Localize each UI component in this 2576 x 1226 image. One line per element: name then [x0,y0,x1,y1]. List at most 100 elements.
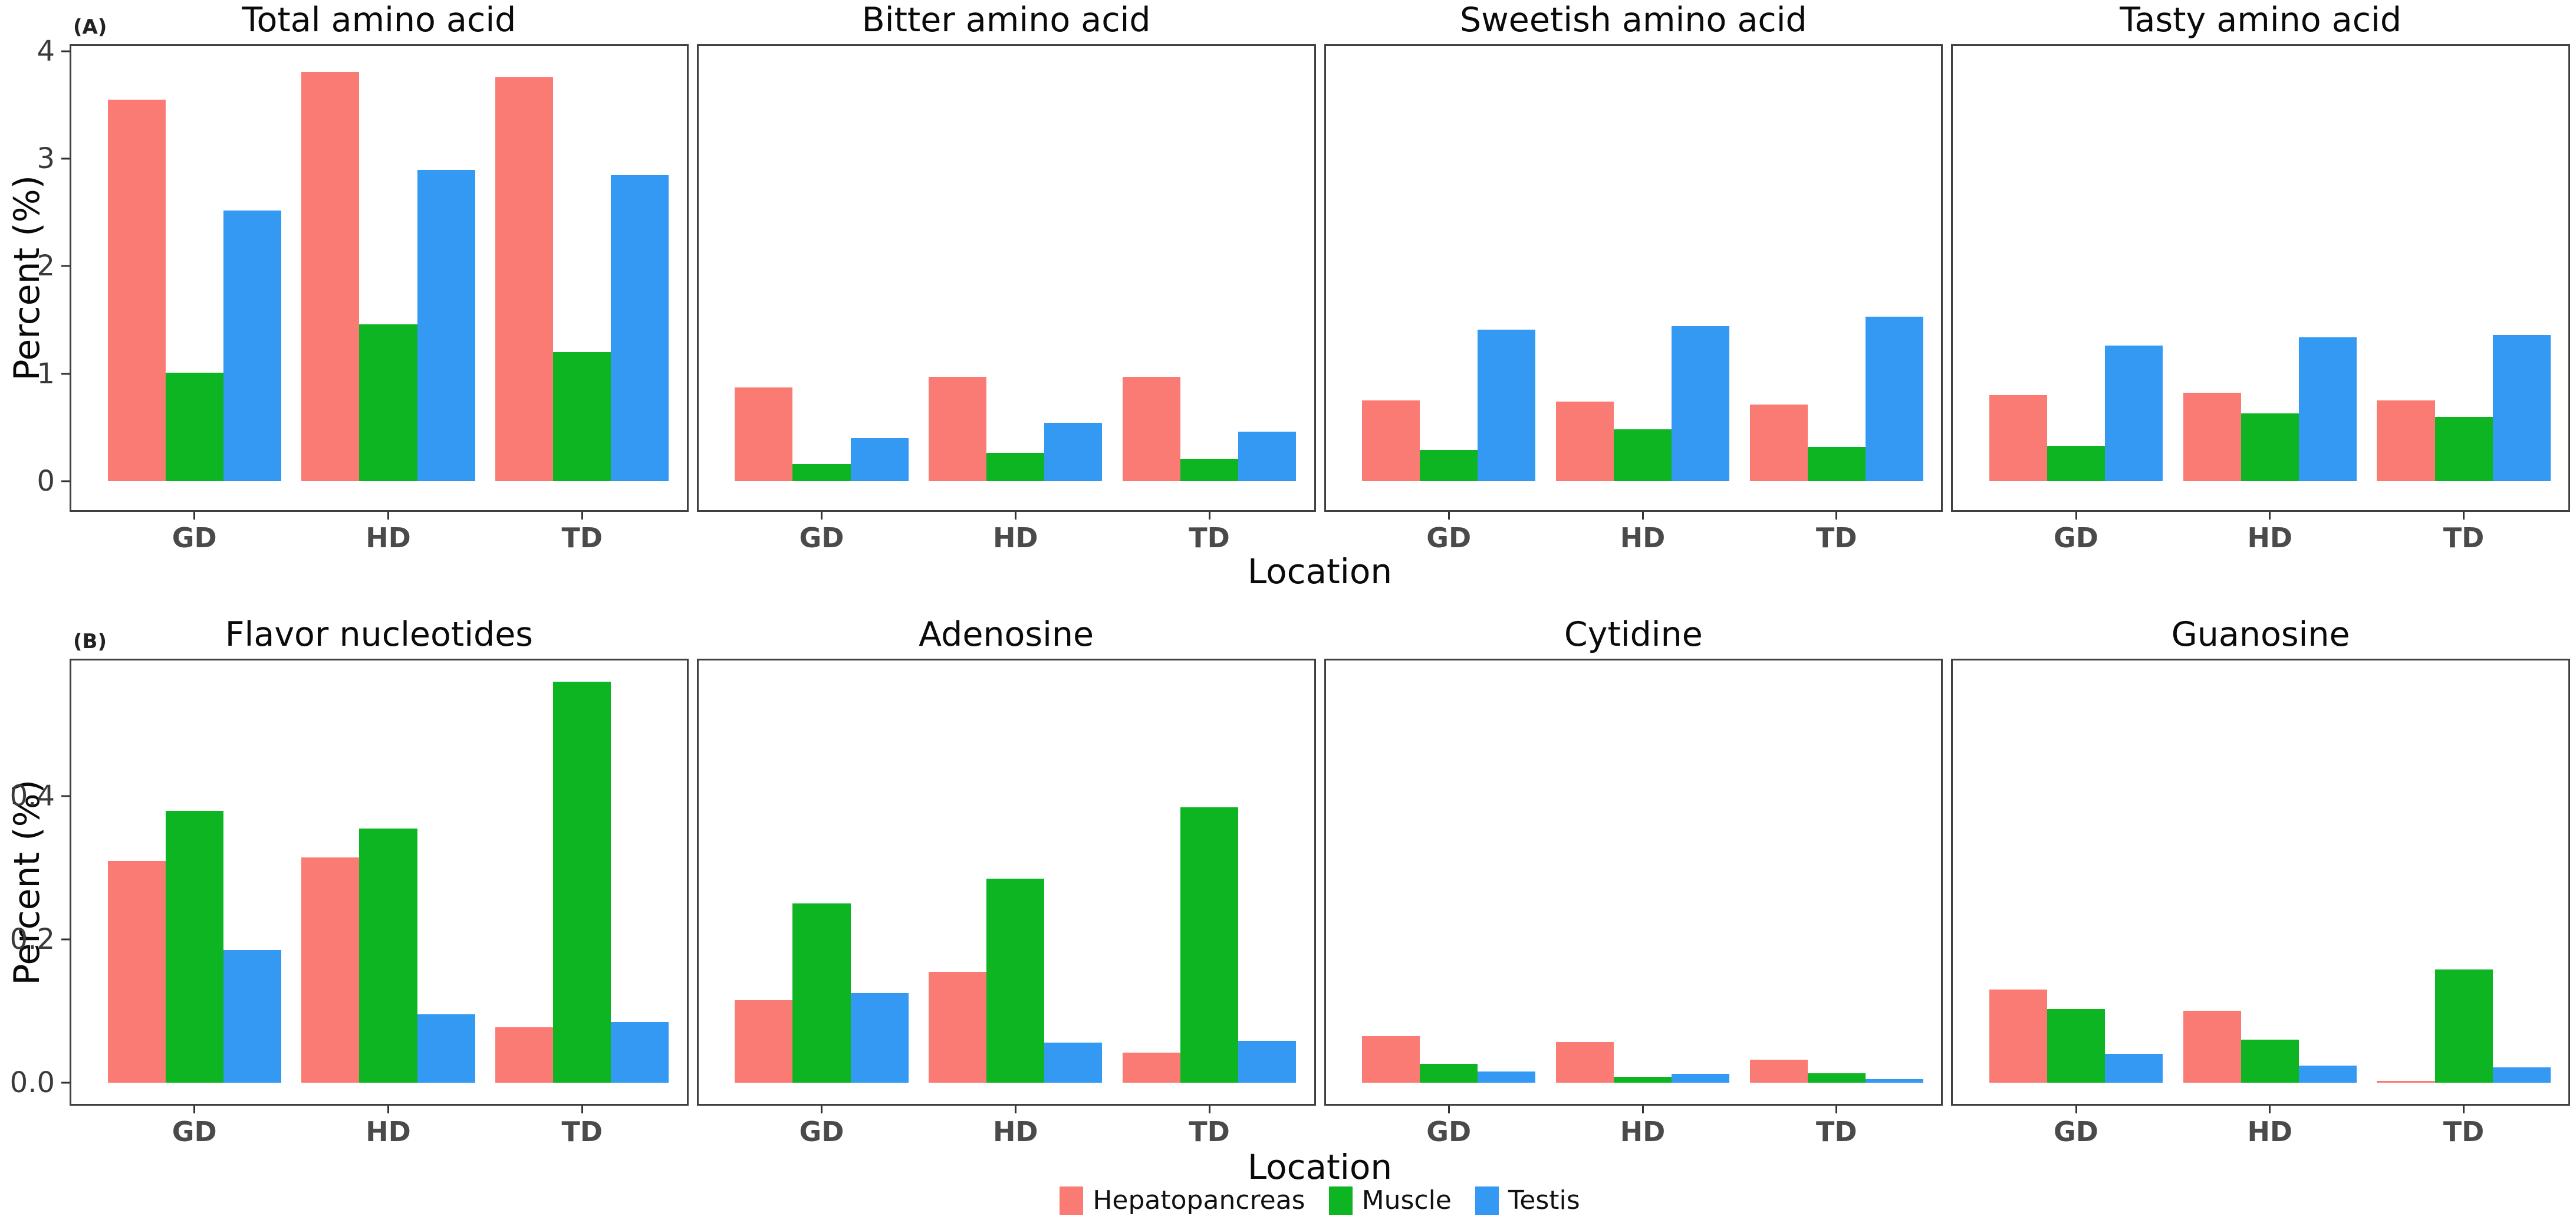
bar-hepatopancreas-hd [301,71,360,481]
bar-muscle-gd [2047,1008,2105,1083]
x-tick-label: GD [172,522,217,554]
y-tick-label: 0.4 [9,780,55,813]
bar-hepatopancreas-hd [1555,1041,1614,1083]
x-tick [581,1106,583,1113]
x-tick-label: TD [2443,522,2485,554]
bar-hepatopancreas-gd [107,860,166,1083]
bar-hepatopancreas-gd [735,1000,793,1083]
x-axis-label-row-a: Location [1247,551,1393,591]
bar-testis-hd [417,169,475,481]
legend-swatch-testis [1475,1186,1499,1215]
chart-panel-tasty-amino-acid: Tasty amino acid GD HD TD [1951,4,2570,551]
bar-hepatopancreas-gd [1362,400,1420,481]
x-axis-label-row-b: Location [1247,1147,1393,1187]
bar-testis-td [2492,335,2551,481]
y-tick [61,265,70,267]
bar-testis-hd [1044,423,1103,481]
bar-muscle-gd [2047,445,2105,481]
x-tick-label: TD [1816,1116,1857,1148]
bar-hepatopancreas-gd [1362,1036,1420,1083]
x-tick-label: HD [992,522,1038,554]
bar-muscle-hd [359,829,417,1083]
y-tick [61,1082,70,1084]
bar-testis-gd [850,993,909,1083]
x-tick [1014,1106,1016,1113]
bar-testis-hd [1044,1042,1103,1083]
x-tick-label: HD [1620,1116,1666,1148]
legend-item-hepatopancreas: Hepatopancreas [1060,1186,1305,1215]
x-tick [2075,1106,2077,1113]
y-tick-label: 2 [37,249,55,283]
x-tick-label: HD [2247,522,2293,554]
bar-muscle-gd [1420,449,1478,481]
bar-testis-td [1865,1079,1923,1083]
bar-hepatopancreas-hd [2183,393,2241,481]
chart-panel-sweetish-amino-acid: Sweetish amino acid GD HD TD [1324,4,1943,551]
x-tick [2463,512,2465,520]
legend-item-muscle: Muscle [1328,1185,1452,1215]
legend-swatch-hepatopancreas [1060,1186,1084,1215]
x-tick-label: HD [992,1116,1038,1148]
bar-hepatopancreas-gd [735,387,793,481]
legend-label: Hepatopancreas [1093,1185,1305,1215]
bar-testis-hd [1672,1074,1730,1083]
x-tick-label: GD [1426,1116,1472,1148]
x-tick [193,1106,196,1113]
chart-panel-flavor-nucleotides: Flavor nucleotides 0.0 0.2 0.4 GD HD TD [10,618,689,1145]
bar-muscle-gd [1420,1064,1478,1083]
y-tick [61,795,70,797]
bar-hepatopancreas-td [1122,1052,1180,1083]
x-tick-label: GD [1426,522,1472,554]
legend: Hepatopancreas Muscle Testis [70,1186,2570,1215]
bar-muscle-td [553,682,611,1083]
bar-testis-td [1238,432,1297,481]
panel-title: Total amino acid [242,1,516,40]
bar-testis-gd [1478,329,1536,481]
chart-panel-guanosine: Guanosine GD HD TD [1951,618,2570,1145]
bar-muscle-td [1807,1073,1866,1083]
panel-title: Bitter amino acid [861,1,1151,40]
bar-muscle-hd [359,324,417,481]
bar-muscle-td [1807,446,1866,481]
legend-label: Muscle [1361,1185,1452,1215]
x-tick [1447,1106,1450,1113]
bar-testis-td [1865,317,1923,481]
y-tick [61,480,70,482]
x-tick-label: TD [2443,1116,2485,1148]
x-tick [387,1106,390,1113]
y-tick-label: 1 [37,357,55,390]
y-tick [61,50,70,52]
y-axis-label-row-b: Percent (%) [0,659,54,1106]
legend-swatch-muscle [1328,1186,1353,1215]
x-tick-label: TD [561,522,603,554]
bar-muscle-gd [792,903,851,1083]
bar-muscle-hd [2241,1039,2299,1083]
x-tick-label: GD [172,1116,217,1148]
bar-testis-gd [2105,1054,2163,1083]
x-tick-label: GD [799,1116,844,1148]
panel-letter-b: (B) [73,630,107,653]
x-tick-label: TD [1816,522,1857,554]
x-tick-label: GD [799,522,844,554]
bar-muscle-td [553,352,611,481]
bar-muscle-hd [2241,413,2299,481]
x-tick [1835,512,1838,520]
x-tick [1641,512,1644,520]
panel-title: Guanosine [2171,615,2350,654]
x-tick-label: TD [1189,522,1230,554]
bar-hepatopancreas-gd [107,100,166,481]
x-tick [2269,1106,2271,1113]
bar-testis-gd [223,210,281,481]
legend-item-testis: Testis [1475,1186,1580,1215]
x-tick [1447,512,1450,520]
x-tick-label: GD [2054,1116,2098,1148]
x-tick [1208,1106,1210,1113]
bar-muscle-td [1180,807,1239,1083]
x-tick [1208,512,1210,520]
bar-hepatopancreas-hd [1555,402,1614,481]
bar-hepatopancreas-hd [2183,1011,2241,1083]
bar-hepatopancreas-gd [1989,989,2047,1083]
bar-muscle-td [2434,416,2493,481]
panel-title: Cytidine [1564,615,1703,654]
